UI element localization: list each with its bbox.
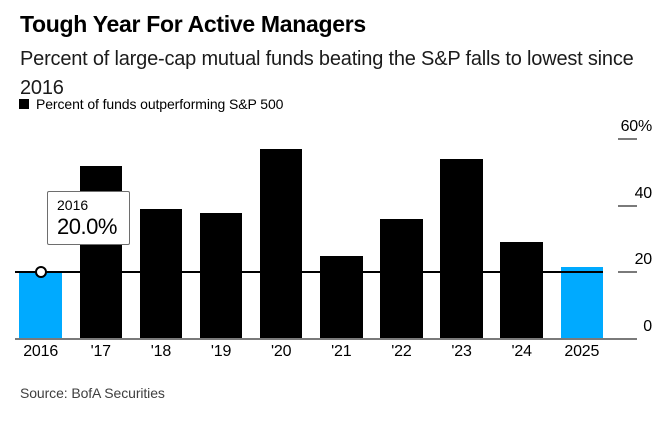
y-axis-tick-20 [618, 271, 637, 274]
hover-tooltip: 2016 20.0% [47, 191, 130, 245]
x-axis-line [15, 338, 637, 340]
subtitle-line-2: 2016 [20, 77, 64, 99]
chart-subtitle: Percent of large-cap mutual funds beatin… [20, 45, 634, 103]
x-axis-label-18: '18 [150, 343, 172, 360]
legend-label: Percent of funds outperforming S&P 500 [36, 96, 284, 112]
x-axis-label-21: '21 [331, 343, 352, 360]
bar-2025[interactable] [560, 267, 604, 339]
bar-19[interactable] [199, 212, 243, 339]
tooltip-year: 2016 [57, 197, 89, 213]
y-axis-tick-40 [618, 204, 637, 207]
y-axis-label-60: 60% [620, 118, 653, 136]
bar-22[interactable] [380, 219, 423, 339]
y-axis-label-20: 20 [634, 251, 653, 269]
x-axis-label-24: '24 [511, 343, 532, 360]
bar-2016[interactable] [19, 272, 62, 339]
y-axis-label-0: 0 [643, 318, 652, 335]
x-axis-label-17: '17 [90, 343, 111, 360]
chart-title: Tough Year For Active Managers [20, 11, 366, 37]
y-axis-label-40: 40 [634, 184, 653, 202]
bar-23[interactable] [440, 159, 483, 339]
tooltip-value: 20.0% [57, 214, 117, 239]
bar-18[interactable] [139, 209, 183, 339]
x-axis-label-2016: 2016 [23, 343, 59, 360]
x-axis-label-22: '22 [391, 343, 412, 360]
hover-point-marker [34, 266, 47, 279]
x-axis-label-19: '19 [210, 343, 232, 360]
bar-21[interactable] [320, 255, 363, 339]
legend: Percent of funds outperforming S&P 500 [19, 96, 283, 112]
x-axis-label-20: '20 [271, 343, 292, 360]
bar-24[interactable] [500, 242, 543, 339]
y-axis-tick-60 [618, 138, 637, 141]
x-axis-label-23: '23 [451, 343, 472, 360]
source-note: Source: BofA Securities [20, 385, 165, 401]
bar-20[interactable] [259, 149, 303, 339]
subtitle-line-1: Percent of large-cap mutual funds beatin… [20, 48, 634, 70]
reference-line [15, 271, 604, 274]
legend-swatch-icon [19, 99, 29, 109]
x-axis-label-2025: 2025 [564, 343, 600, 360]
